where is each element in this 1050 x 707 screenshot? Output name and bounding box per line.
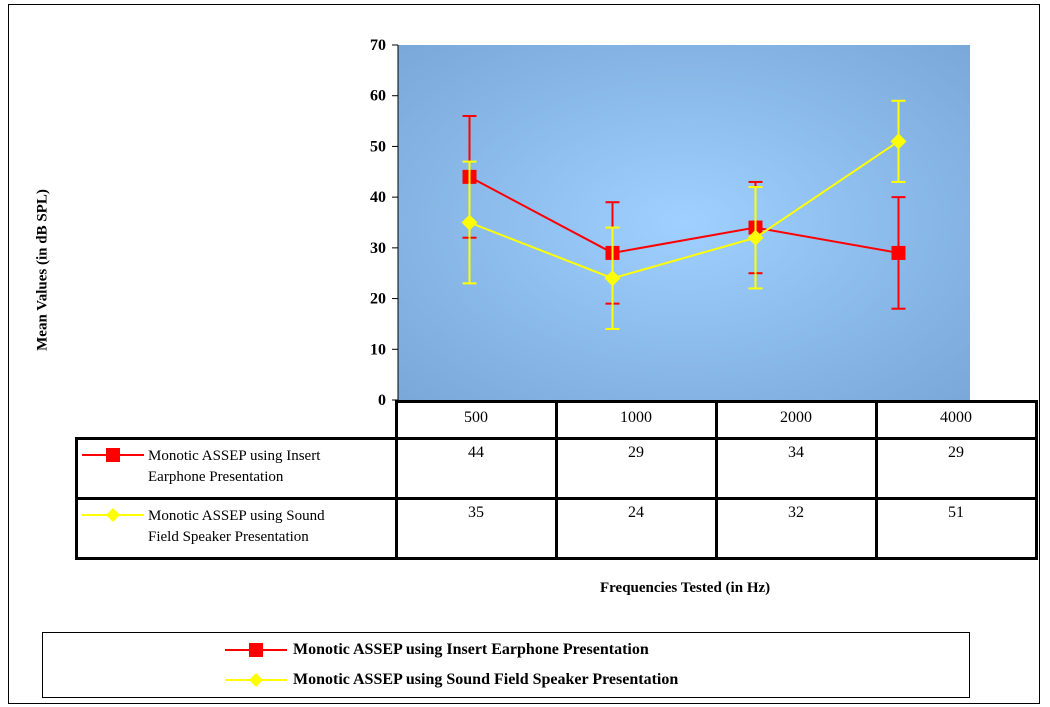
- table-header-row: 500 1000 2000 4000: [76, 400, 1038, 440]
- table-cell: 34: [714, 437, 878, 500]
- series-label-line: Field Speaker Presentation: [148, 529, 309, 545]
- yellow-diamond-marker-icon: [225, 673, 287, 687]
- table-cell: 44: [394, 437, 558, 500]
- y-tick-label: 70: [370, 37, 386, 54]
- table-row: Monotic ASSEP using Insert Earphone Pres…: [75, 437, 1038, 500]
- data-point: [747, 229, 764, 246]
- series-label-line: Earphone Presentation: [148, 469, 284, 485]
- y-tick-label: 30: [370, 240, 386, 257]
- series-label-sound-field: Monotic ASSEP using Sound Field Speaker …: [75, 497, 398, 560]
- legend-item-sound-field: Monotic ASSEP using Sound Field Speaker …: [225, 671, 678, 689]
- category-label: 2000: [714, 400, 878, 440]
- legend-label: Monotic ASSEP using Insert Earphone Pres…: [293, 641, 649, 658]
- legend-label: Monotic ASSEP using Sound Field Speaker …: [293, 671, 679, 688]
- y-tick-label: 40: [370, 189, 386, 206]
- table-cell: 32: [714, 497, 878, 560]
- table-row: Monotic ASSEP using Sound Field Speaker …: [75, 497, 1038, 560]
- series-line: [469, 140, 900, 280]
- category-label: 4000: [874, 400, 1038, 440]
- y-tick-label: 0: [378, 392, 386, 409]
- data-point: [604, 270, 621, 287]
- legend: Monotic ASSEP using Insert Earphone Pres…: [42, 632, 970, 698]
- y-axis-title: Mean Values (in dB SPL): [34, 189, 51, 351]
- table-cell: 24: [554, 497, 718, 560]
- y-tick-label: 10: [370, 341, 386, 358]
- series-label-line: Monotic ASSEP using Insert: [148, 448, 321, 464]
- category-label: 1000: [554, 400, 718, 440]
- series-label-insert-earphone: Monotic ASSEP using Insert Earphone Pres…: [75, 437, 398, 500]
- category-label: 500: [394, 400, 558, 440]
- series-line: [469, 175, 899, 254]
- y-axis-title-wrap: Mean Values (in dB SPL): [28, 120, 58, 420]
- table-cell: 35: [394, 497, 558, 560]
- legend-item-insert-earphone: Monotic ASSEP using Insert Earphone Pres…: [225, 641, 649, 659]
- chart-frame: [8, 4, 1040, 704]
- table-cell: 29: [554, 437, 718, 500]
- red-square-marker-icon: [82, 448, 144, 462]
- y-tick-label: 60: [370, 88, 386, 105]
- plot-area: [398, 45, 970, 400]
- x-axis-title: Frequencies Tested (in Hz): [600, 580, 771, 596]
- data-point: [891, 245, 906, 260]
- data-table: 500 1000 2000 4000 Monotic ASSEP using I…: [75, 400, 1038, 560]
- y-tick-label: 20: [370, 291, 386, 308]
- series-2: [461, 99, 907, 330]
- y-tick-label: 50: [370, 138, 386, 155]
- red-square-marker-icon: [225, 643, 287, 657]
- data-point: [890, 133, 907, 150]
- table-cell: 51: [874, 497, 1038, 560]
- series-label-line: Monotic ASSEP using Sound: [148, 508, 325, 524]
- yellow-diamond-marker-icon: [82, 508, 144, 522]
- data-point: [461, 214, 478, 231]
- table-cell: 29: [874, 437, 1038, 500]
